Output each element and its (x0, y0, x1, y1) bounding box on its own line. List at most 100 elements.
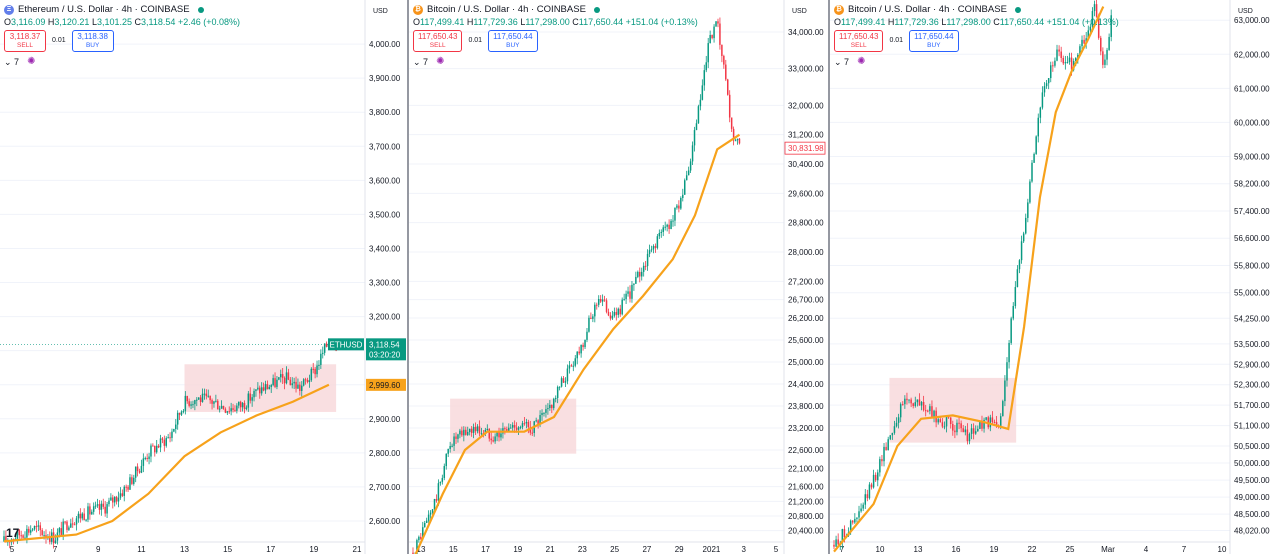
bitcoin-icon: ₿ (413, 5, 423, 15)
candle-body (1006, 362, 1008, 381)
candle-body (924, 410, 927, 412)
y-tick-label: 55,800.00 (1234, 261, 1270, 270)
candle-body (64, 521, 66, 523)
candle-body (885, 446, 887, 451)
candle-body (644, 265, 647, 267)
panel-divider[interactable] (828, 0, 830, 554)
settings-icon[interactable]: ✺ (27, 56, 36, 67)
candle-body (167, 437, 169, 439)
indicators-toggle[interactable]: ⌄ 7 (4, 57, 20, 67)
candle-body (425, 520, 428, 523)
symbol-title[interactable]: Ethereum / U.S. Dollar · 4h · COINBASE (18, 4, 190, 15)
x-tick-label: 21 (546, 545, 555, 554)
chart-panel-ethusd[interactable]: 2,600.002,700.002,800.002,900.003,000.00… (0, 0, 407, 554)
panel-divider[interactable] (407, 0, 409, 554)
ohlc-readout: O117,499.41 H117,729.36 L117,298.00 C117… (834, 17, 1119, 27)
candle-body (1047, 78, 1050, 84)
candle-body (568, 365, 571, 369)
x-tick-label: 25 (1066, 545, 1075, 554)
candle-body (979, 421, 981, 429)
y-tick-label: 28,800.00 (788, 219, 824, 228)
x-tick-label: 19 (990, 545, 999, 554)
candle-body (956, 422, 958, 433)
candle-body (523, 423, 526, 425)
y-tick-label: 54,250.00 (1234, 314, 1270, 323)
x-tick-label: 15 (449, 545, 458, 554)
candle-body (108, 500, 110, 505)
chart-canvas[interactable]: 20,400.00 20,800.00 21,200.00 21,600.00 22,1… (409, 0, 828, 554)
buy-button[interactable]: 3,118.38 BUY (71, 30, 114, 52)
x-tick-label: 29 (675, 545, 684, 554)
candle-body (486, 428, 489, 430)
candle-body (62, 521, 64, 536)
candle-body (490, 438, 492, 441)
candle-body (650, 249, 653, 251)
candle-body (906, 398, 908, 401)
candle-body (856, 517, 858, 519)
x-tick-label: 2021 (703, 545, 721, 554)
candle-body (989, 417, 992, 428)
candle-body (866, 494, 869, 499)
candle-body (1064, 62, 1067, 64)
candle-body (1052, 65, 1054, 67)
buy-button[interactable]: 117,650.44 BUY (488, 30, 538, 52)
candle-body (33, 526, 36, 530)
candle-body (902, 404, 904, 406)
candle-body (85, 519, 87, 521)
candle-body (443, 466, 446, 478)
chart-canvas[interactable]: 48,020.00 48,500.00 49,000.00 49,500.00 50,0… (830, 0, 1280, 554)
candle-body (633, 283, 635, 285)
candle-body (1022, 233, 1025, 242)
last-price-tag: 30,831.98 (788, 144, 824, 153)
settings-icon[interactable]: ✺ (436, 56, 445, 67)
candle-body (1041, 92, 1044, 108)
candle-body (972, 428, 975, 434)
candle-body (3, 536, 5, 542)
candle-body (54, 540, 57, 544)
spread-value: 0.01 (52, 37, 66, 44)
candle-body (1106, 49, 1108, 60)
candle-body (613, 311, 616, 316)
symbol-title[interactable]: Bitcoin / U.S. Dollar · 4h · COINBASE (848, 4, 1007, 15)
candle-body (914, 402, 917, 407)
candle-body (270, 385, 272, 387)
candle-body (564, 381, 567, 383)
chart-panel-btcusd-2020[interactable]: 20,400.00 20,800.00 21,200.00 21,600.00 22,1… (409, 0, 828, 554)
y-tick-label: 58,200.00 (1234, 180, 1270, 189)
sell-button[interactable]: 117,650.43 SELL (413, 30, 463, 52)
candle-body (547, 408, 549, 410)
candle-body (966, 429, 969, 442)
settings-icon[interactable]: ✺ (857, 56, 866, 67)
candle-body (631, 284, 633, 299)
buy-button[interactable]: 117,650.44 BUY (909, 30, 959, 52)
candle-body (148, 456, 150, 459)
candle-body (159, 438, 162, 448)
bitcoin-icon: ₿ (834, 5, 844, 15)
candle-body (278, 377, 280, 380)
candle-body (100, 503, 103, 510)
chart-panel-btcusd-2021[interactable]: 48,020.00 48,500.00 49,000.00 49,500.00 50,0… (830, 0, 1280, 554)
candle-body (287, 372, 290, 380)
candle-body (592, 316, 594, 319)
candle-body (860, 508, 862, 512)
sell-button[interactable]: 117,650.43 SELL (834, 30, 884, 52)
candle-body (1039, 107, 1042, 118)
candle-body (24, 537, 26, 539)
candle-body (207, 395, 209, 397)
chart-canvas[interactable]: 2,600.002,700.002,800.002,900.003,000.00… (0, 0, 407, 554)
candle-body (730, 117, 733, 129)
candle-body (537, 420, 539, 425)
candle-body (929, 406, 931, 412)
currency-label: USD (373, 8, 388, 15)
symbol-title[interactable]: Bitcoin / U.S. Dollar · 4h · COINBASE (427, 4, 586, 15)
candle-body (627, 291, 629, 294)
indicators-toggle[interactable]: ⌄ 7 (834, 57, 850, 67)
y-tick-label: 51,100.00 (1234, 422, 1270, 431)
candle-body (596, 304, 598, 306)
sell-button[interactable]: 3,118.37 SELL (4, 30, 46, 52)
candle-body (478, 426, 481, 434)
candle-body (999, 416, 1002, 427)
indicators-toggle[interactable]: ⌄ 7 (413, 57, 429, 67)
candle-body (197, 397, 200, 400)
candle-body (96, 504, 99, 506)
